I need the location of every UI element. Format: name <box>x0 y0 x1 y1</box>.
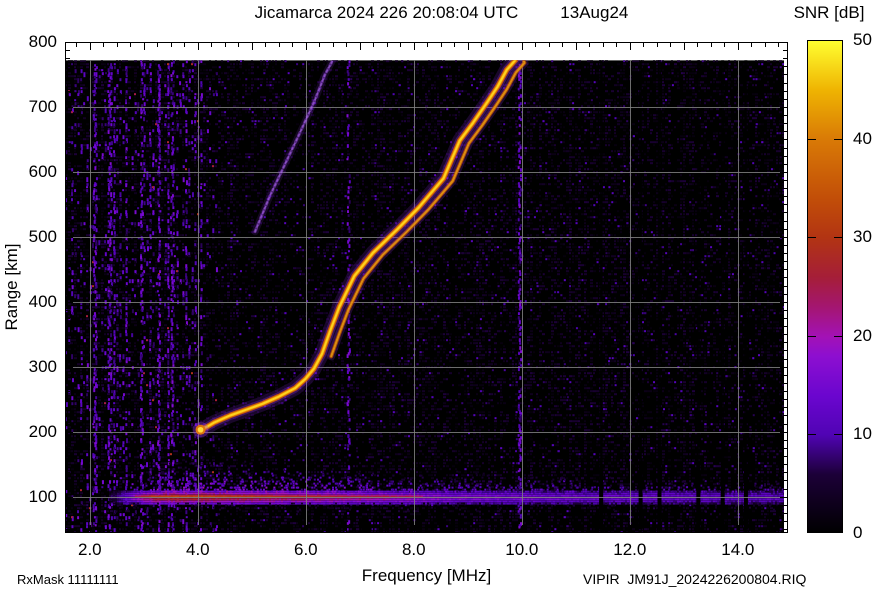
plot-title: Jicamarca 2024 226 20:08:04 UTC <box>254 3 519 22</box>
x-tick-label: 14.0 <box>721 540 755 559</box>
y-tick-label: 300 <box>28 356 57 376</box>
colorbar <box>807 40 843 533</box>
file-name-text: VIPIR JM91J_2024226200804.RIQ <box>583 571 807 587</box>
y-tick-label: 700 <box>28 96 57 116</box>
x-axis-label: Frequency [MHz] <box>361 566 492 585</box>
x-tick-label: 2.0 <box>78 540 102 559</box>
x-tick-label: 8.0 <box>401 540 426 559</box>
rxmask-text: RxMask 11111111 <box>17 572 119 587</box>
colorbar-tick-label: 40 <box>853 128 872 148</box>
x-tick-label: 6.0 <box>293 540 318 559</box>
ionogram-plot-canvas <box>65 42 788 533</box>
x-tick-label: 10.0 <box>505 540 539 559</box>
x-tick-label: 12.0 <box>613 540 647 559</box>
colorbar-title: SNR [dB] <box>793 3 865 22</box>
plot-title-row: Jicamarca 2024 226 20:08:04 UTC 13Aug24 <box>80 3 803 23</box>
colorbar-tick-label: 20 <box>853 325 872 345</box>
x-tick-label: 4.0 <box>186 540 210 559</box>
plot-date: 13Aug24 <box>560 3 629 22</box>
colorbar-tick-label: 10 <box>853 424 872 444</box>
y-tick-label: 800 <box>28 32 57 51</box>
colorbar-tick-label: 30 <box>853 227 872 247</box>
colorbar-tick-label: 0 <box>853 523 863 542</box>
y-tick-label: 100 <box>28 486 57 506</box>
y-tick-label: 600 <box>28 161 57 181</box>
y-tick-label: 500 <box>28 226 57 246</box>
y-tick-label: 200 <box>28 421 57 441</box>
colorbar-tick-label: 50 <box>853 30 872 49</box>
y-tick-label: 400 <box>28 291 57 311</box>
